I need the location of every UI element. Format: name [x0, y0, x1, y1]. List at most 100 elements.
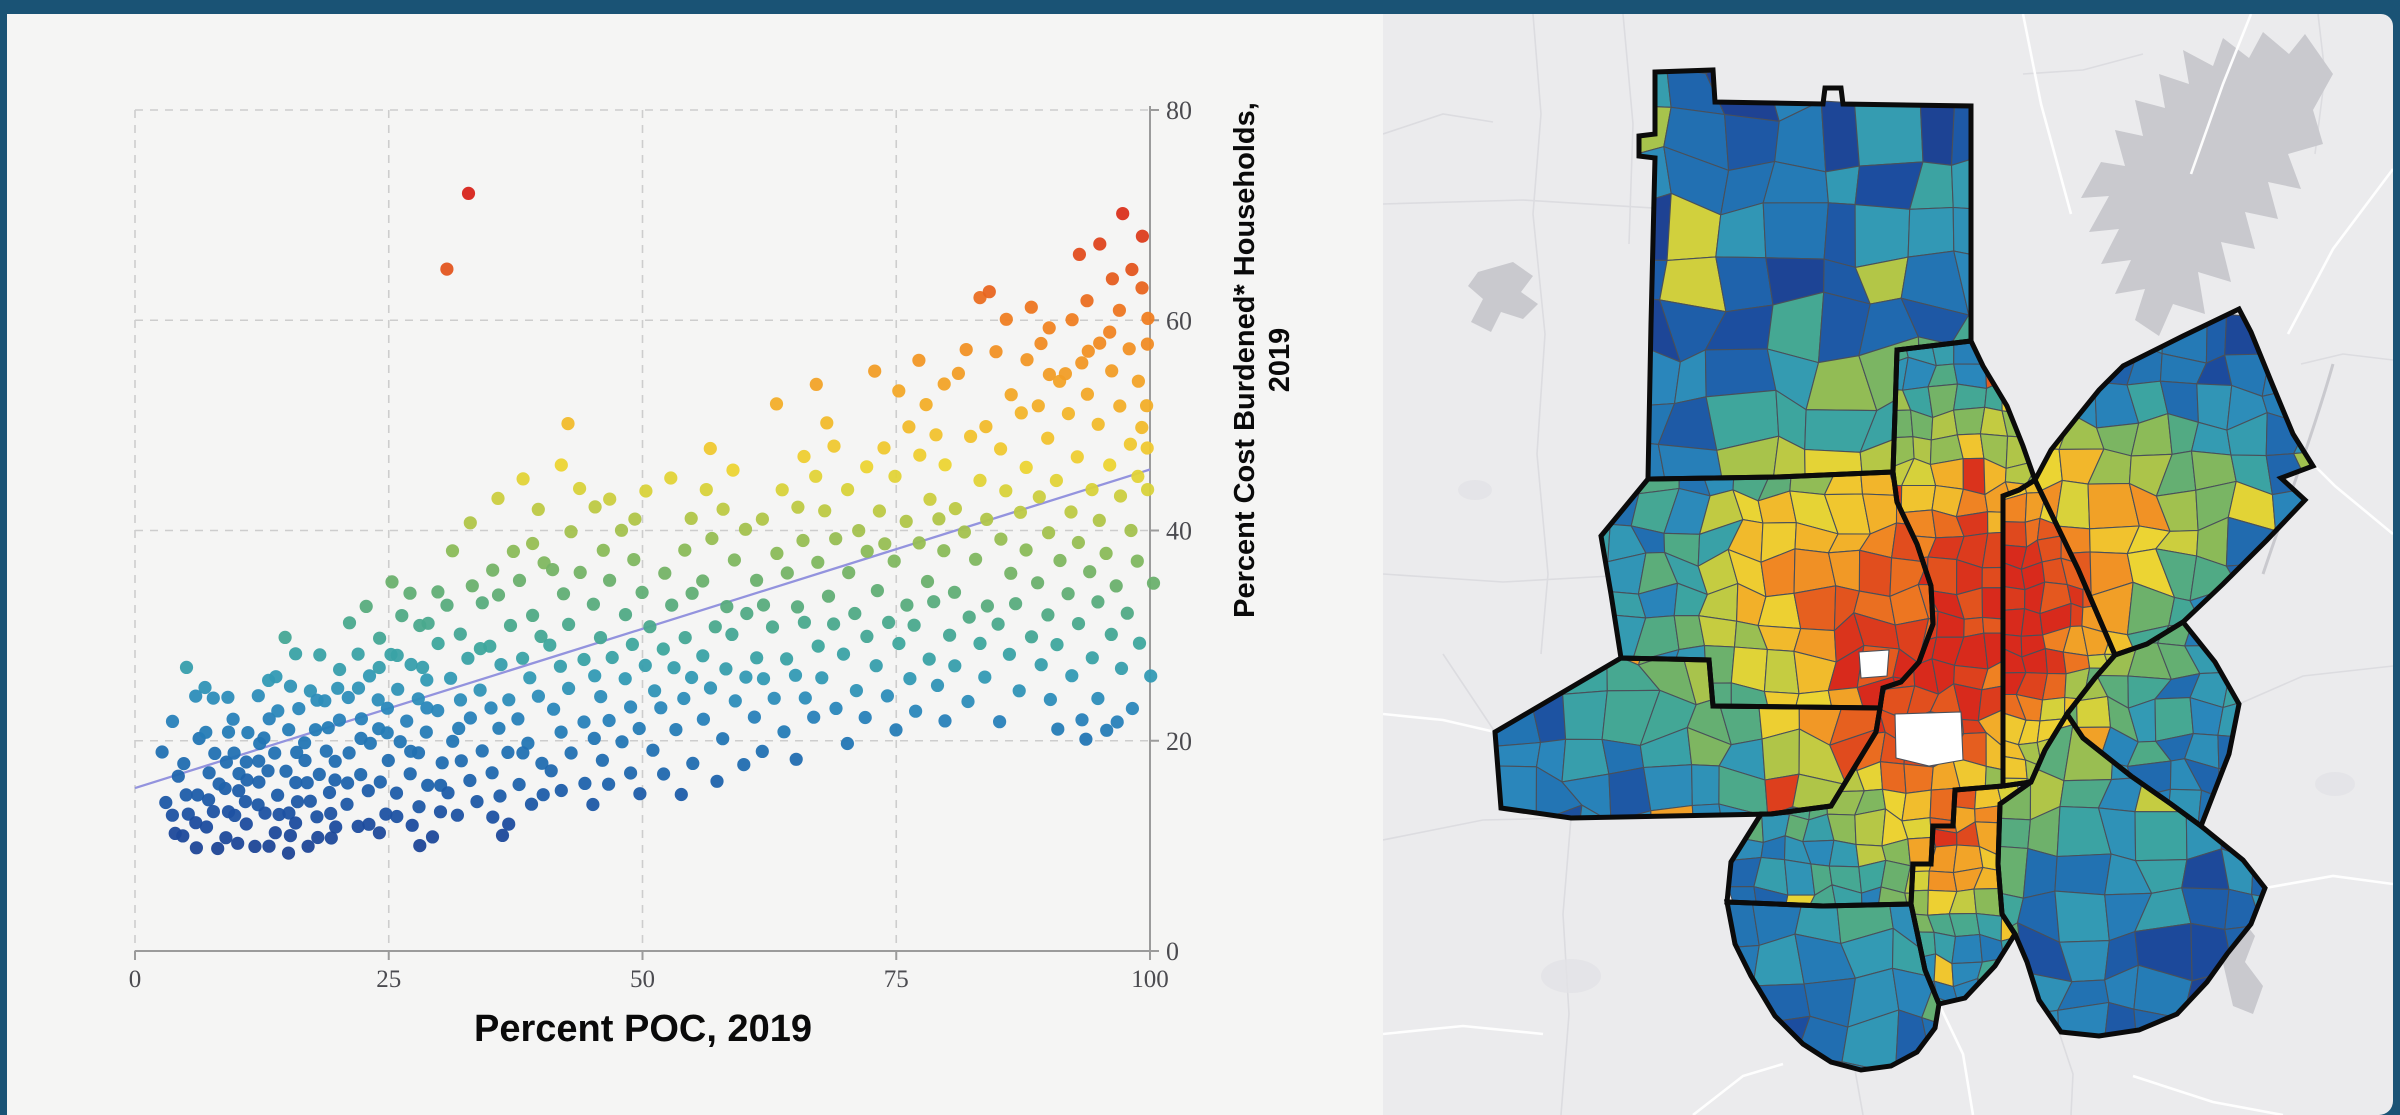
scatter-point	[199, 820, 214, 834]
scatter-point	[226, 712, 240, 726]
scatter-point	[546, 563, 560, 577]
x-tick-label: 50	[630, 966, 655, 993]
scatter-point	[1135, 420, 1149, 435]
scatter-point	[809, 377, 823, 391]
scatter-point	[902, 420, 916, 434]
scatter-point	[342, 746, 356, 760]
scatter-point	[593, 631, 608, 645]
scatter-point	[290, 745, 304, 760]
scatter-point	[577, 652, 591, 667]
scatter-point	[1075, 356, 1089, 370]
scatter-point	[531, 502, 545, 516]
scatter-point	[536, 788, 550, 802]
scatter-point	[1141, 311, 1155, 325]
scatter-point	[419, 725, 433, 739]
scatter-point	[373, 631, 387, 645]
scatter-point	[860, 460, 874, 474]
scatter-point	[1075, 713, 1089, 727]
scatter-point	[165, 808, 179, 822]
scatter-point	[1103, 458, 1117, 472]
scatter-point	[708, 620, 722, 634]
scatter-point	[1031, 576, 1045, 590]
scatter-point	[882, 615, 896, 630]
scatter-point	[1051, 722, 1065, 736]
scatter-point	[1041, 608, 1055, 622]
x-tick-label: 25	[376, 966, 401, 993]
scatter-point	[362, 669, 377, 683]
no-data-tracts	[1858, 649, 1964, 767]
scatter-point	[512, 573, 527, 588]
scatter-point	[1125, 262, 1139, 277]
scatter-point	[1071, 617, 1086, 631]
scatter-point	[310, 810, 324, 824]
scatter-point	[268, 746, 282, 760]
scatter-point	[554, 725, 568, 739]
scatter-point	[909, 704, 923, 718]
scatter-point	[240, 773, 254, 787]
scatter-point	[491, 491, 505, 505]
scatter-point	[1042, 321, 1056, 335]
scatter-point	[1131, 469, 1145, 483]
scatter-point	[903, 672, 917, 686]
scatter-point	[1070, 450, 1084, 464]
scatter-point	[899, 514, 913, 528]
scatter-point	[755, 512, 770, 526]
scatter-point	[1024, 300, 1038, 314]
scatter-point	[1032, 490, 1046, 504]
scatter-point	[431, 636, 445, 651]
scatter-point	[1061, 407, 1075, 421]
scatter-point	[922, 652, 936, 666]
scatter-point	[262, 839, 276, 853]
scatter-point	[351, 647, 365, 661]
scatter-point	[290, 795, 305, 809]
scatter-point	[951, 366, 966, 380]
scatter-point	[171, 769, 185, 783]
scatter-point	[547, 702, 561, 716]
scatter-point	[1081, 344, 1095, 358]
scatter-point	[1020, 353, 1034, 367]
scatter-point	[1049, 473, 1063, 488]
scatter-point	[1124, 523, 1138, 538]
scatter-point	[176, 829, 190, 843]
scatter-point	[860, 544, 874, 558]
scatter-point	[328, 754, 342, 768]
scatter-point	[391, 682, 405, 696]
x-tick-label: 100	[1131, 966, 1169, 993]
x-axis-title: Percent POC, 2019	[474, 1008, 812, 1050]
scatter-point	[322, 785, 337, 800]
scatter-point	[685, 586, 699, 600]
scatter-point	[633, 787, 647, 801]
scatter-point	[313, 648, 327, 662]
scatter-point	[461, 651, 475, 665]
scatter-point	[657, 767, 671, 781]
scatter-point	[624, 700, 638, 714]
scatter-point	[877, 441, 891, 455]
scatter-point	[257, 731, 271, 745]
scatter-point	[405, 818, 419, 832]
scatter-point	[999, 312, 1013, 326]
scatter-point	[767, 691, 781, 705]
scatter-point	[393, 735, 407, 749]
y-tick-label: 20	[1166, 727, 1192, 756]
scatter-point	[1125, 701, 1139, 716]
scatter-point	[667, 661, 681, 675]
county-borders	[1492, 67, 2317, 1073]
scatter-point	[1085, 483, 1099, 497]
scatter-point	[780, 652, 794, 666]
scatter-point	[328, 773, 342, 787]
scatter-point	[1083, 565, 1097, 579]
county-gwinnett-boundary	[2032, 305, 2317, 659]
trend-line	[134, 468, 1151, 790]
scatter-point	[948, 659, 962, 673]
scatter-point	[820, 416, 834, 430]
scatter-point	[211, 841, 225, 856]
scatter-point	[737, 758, 751, 772]
scatter-point	[252, 754, 266, 768]
scatter-point	[907, 618, 921, 632]
scatter-point	[553, 659, 568, 673]
scatter-point	[1140, 337, 1154, 351]
scatter-point	[354, 731, 368, 746]
scatter-point	[289, 776, 303, 790]
scatter-point	[219, 831, 233, 845]
scatter-point	[420, 701, 434, 715]
